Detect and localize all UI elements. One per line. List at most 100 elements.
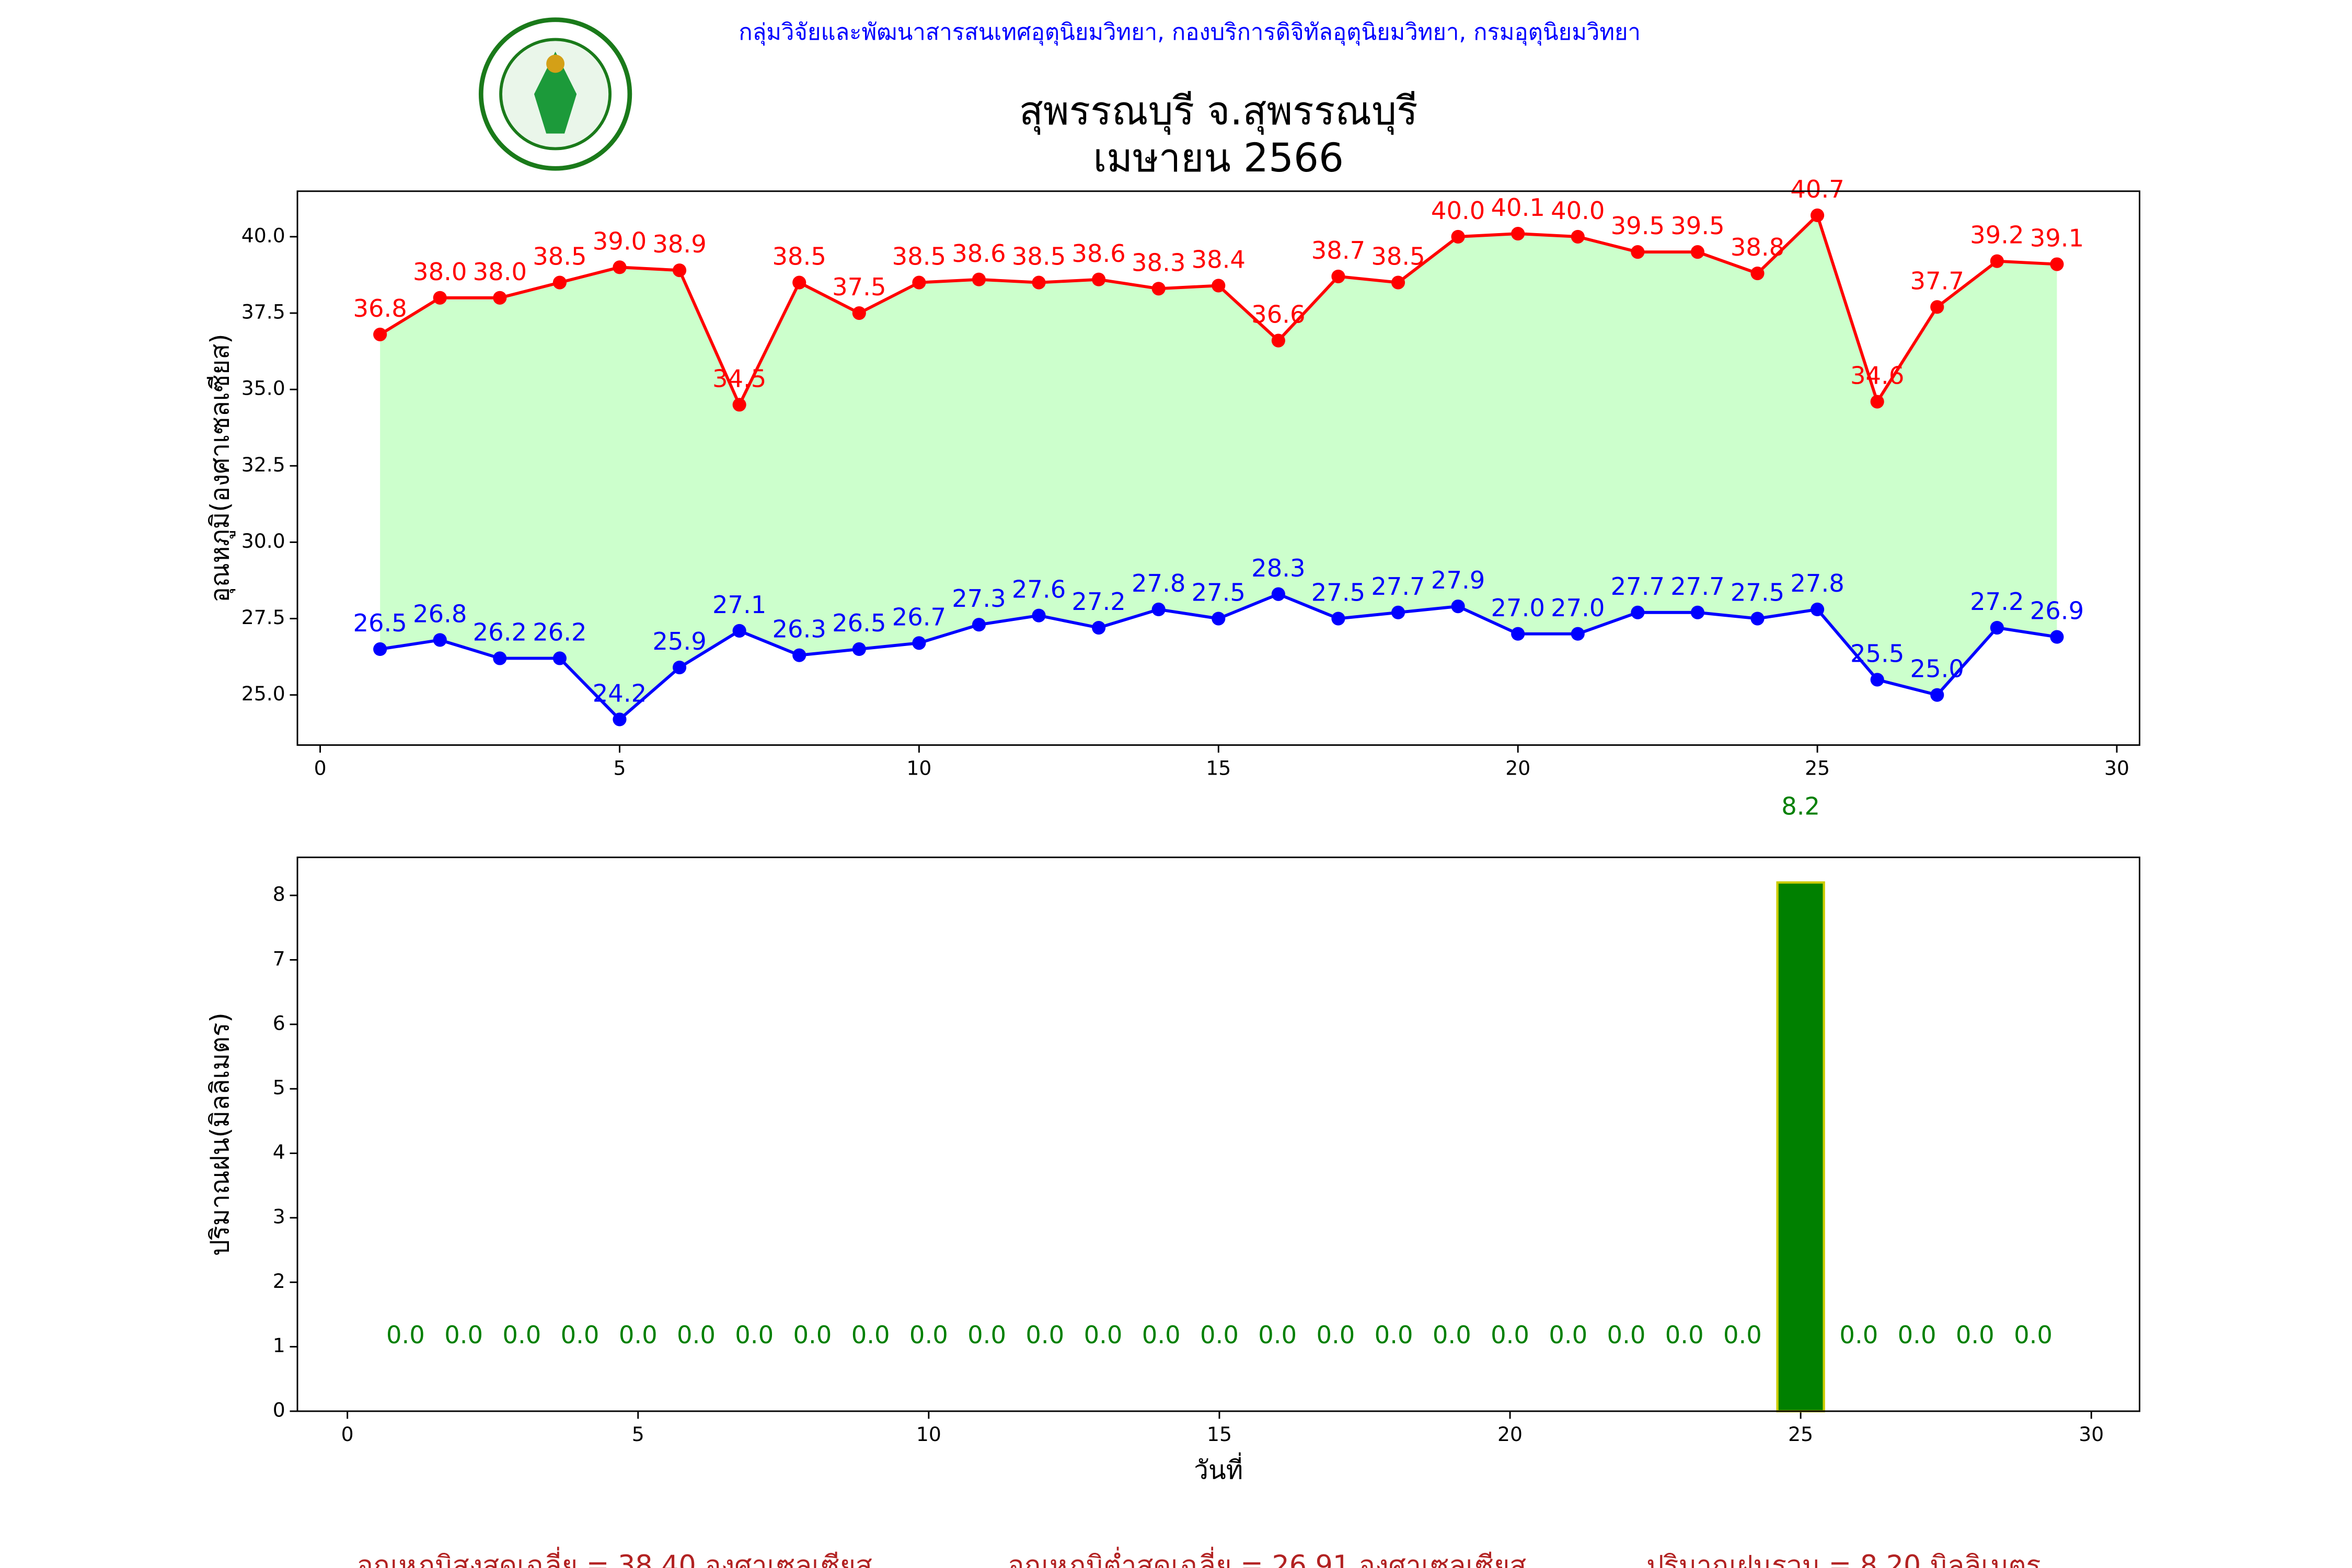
- data-label: 38.4: [1192, 245, 1246, 273]
- data-label: 0.0: [386, 1321, 425, 1349]
- y-tick-label: 4: [273, 1140, 285, 1163]
- data-point: [1331, 612, 1345, 626]
- data-point: [613, 260, 627, 274]
- data-point: [1571, 627, 1585, 641]
- data-label: 0.0: [1607, 1321, 1646, 1349]
- data-point: [373, 642, 387, 656]
- data-label: 0.0: [444, 1321, 483, 1349]
- x-tick-label: 25: [1788, 1423, 1813, 1446]
- data-label: 40.0: [1551, 197, 1605, 225]
- data-label: 26.7: [892, 603, 946, 631]
- x-tick-label: 0: [341, 1423, 354, 1446]
- x-tick-label: 5: [632, 1423, 644, 1446]
- data-label: 0.0: [1375, 1321, 1413, 1349]
- data-label: 27.5: [1731, 579, 1784, 607]
- data-label: 8.2: [1781, 792, 1820, 821]
- data-point: [1511, 627, 1525, 641]
- data-label: 0.0: [967, 1321, 1006, 1349]
- y-tick-label: 7: [273, 947, 285, 970]
- data-label: 38.0: [473, 258, 527, 286]
- x-tick-label: 5: [613, 756, 626, 779]
- data-point: [493, 291, 507, 305]
- data-label: 25.9: [652, 627, 706, 655]
- data-point: [972, 272, 986, 286]
- data-point: [1750, 612, 1765, 626]
- data-label: 0.0: [1142, 1321, 1181, 1349]
- data-label: 0.0: [1258, 1321, 1297, 1349]
- x-tick-label: 15: [1206, 756, 1231, 779]
- data-label: 26.3: [773, 615, 826, 643]
- data-label: 27.6: [1012, 575, 1066, 604]
- data-label: 27.7: [1611, 572, 1665, 601]
- footer-text: อุณหภูมิต่ำสุดเฉลี่ย = 26.91 องศาเซลเซีย…: [1008, 1547, 1526, 1568]
- data-label: 0.0: [735, 1321, 774, 1349]
- data-label: 38.5: [1012, 243, 1066, 271]
- y-tick-label: 0: [273, 1399, 285, 1422]
- x-axis-label: วันที่: [1194, 1452, 1243, 1485]
- data-point: [1631, 245, 1645, 259]
- x-tick-label: 30: [2079, 1423, 2104, 1446]
- data-label: 0.0: [1723, 1321, 1762, 1349]
- data-point: [672, 263, 687, 278]
- data-label: 40.7: [1790, 175, 1844, 203]
- plot-frame: [296, 190, 2140, 746]
- data-label: 0.0: [677, 1321, 716, 1349]
- logo: [478, 17, 632, 171]
- y-tick-label: 25.0: [241, 682, 285, 705]
- data-point: [1690, 605, 1705, 619]
- data-point: [1151, 602, 1166, 617]
- y-tick-label: 30.0: [241, 529, 285, 552]
- data-point: [1032, 275, 1046, 290]
- data-label: 38.0: [413, 258, 467, 286]
- data-point: [1151, 282, 1166, 296]
- data-label: 25.5: [1850, 639, 1904, 667]
- data-point: [373, 327, 387, 342]
- data-label: 26.2: [533, 618, 586, 647]
- fill-between: [380, 215, 2057, 720]
- data-label: 27.0: [1491, 594, 1544, 622]
- data-point: [1271, 587, 1285, 601]
- data-point: [1571, 229, 1585, 244]
- data-point: [1690, 245, 1705, 259]
- data-point: [1451, 599, 1465, 614]
- y-tick-label: 35.0: [241, 377, 285, 400]
- data-label: 0.0: [1956, 1321, 1994, 1349]
- x-tick-label: 0: [314, 756, 327, 779]
- data-point: [1870, 673, 1884, 687]
- data-point: [1391, 605, 1405, 619]
- data-label: 26.9: [2030, 597, 2084, 625]
- x-tick-label: 20: [1505, 756, 1530, 779]
- y-tick-label: 8: [273, 883, 285, 906]
- data-label: 0.0: [1839, 1321, 1878, 1349]
- data-label: 39.1: [2030, 224, 2084, 252]
- data-label: 39.0: [593, 227, 647, 255]
- data-point: [792, 648, 806, 662]
- data-label: 26.2: [473, 618, 527, 647]
- data-point: [552, 651, 567, 665]
- data-label: 0.0: [502, 1321, 541, 1349]
- y-tick-label: 5: [273, 1076, 285, 1099]
- data-label: 28.3: [1251, 554, 1305, 582]
- y-tick-label: 1: [273, 1334, 285, 1357]
- data-label: 0.0: [561, 1321, 599, 1349]
- data-label: 0.0: [1200, 1321, 1239, 1349]
- data-point: [1092, 272, 1106, 286]
- data-point: [1391, 275, 1405, 290]
- footer-text: ปริมาณฝนรวม = 8.20 มิลลิเมตร: [1646, 1550, 2040, 1568]
- x-tick-label: 25: [1805, 756, 1830, 779]
- data-point: [1511, 226, 1525, 241]
- data-label: 40.0: [1431, 197, 1485, 225]
- y-tick-label: 32.5: [241, 453, 285, 476]
- data-label: 27.3: [952, 584, 1006, 613]
- y-tick-label: 27.5: [241, 606, 285, 629]
- data-label: 27.5: [1192, 579, 1246, 607]
- data-label: 39.5: [1670, 212, 1724, 240]
- data-label: 37.7: [1910, 267, 1964, 295]
- x-tick-label: 10: [916, 1423, 941, 1446]
- data-label: 27.0: [1551, 594, 1605, 622]
- data-label: 39.2: [1970, 221, 2024, 249]
- y-tick-label: 37.5: [241, 301, 285, 324]
- chart-title: สุพรรณบุรี จ.สุพรรณบุรี: [1019, 88, 1418, 135]
- data-label: 40.1: [1491, 193, 1544, 222]
